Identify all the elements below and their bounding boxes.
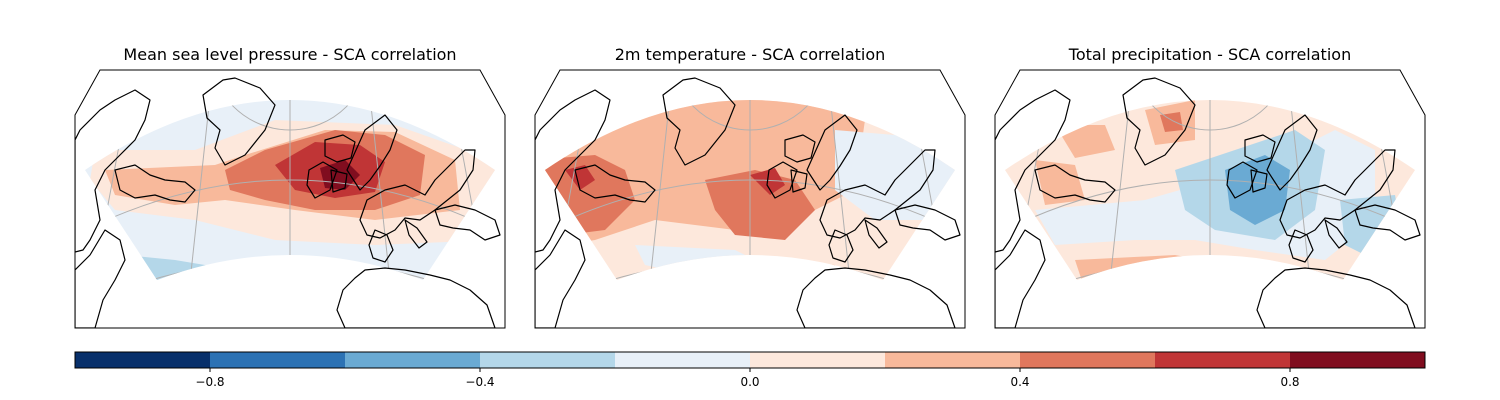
colorbar-tick-label: −0.4	[465, 375, 494, 389]
colorbar-tick-label: −0.8	[195, 375, 224, 389]
colorbar-segment	[1290, 352, 1426, 368]
colorbar-segment	[210, 352, 346, 368]
colorbar-segment	[750, 352, 886, 368]
panel-title-t2m: 2m temperature - SCA correlation	[614, 45, 886, 64]
map-frame-mslp	[74, 69, 506, 329]
colorbar-segment	[480, 352, 616, 368]
map-panel-mslp	[74, 69, 506, 329]
colorbar-segment	[615, 352, 751, 368]
colorbar-segment	[75, 352, 211, 368]
panel-title-mslp: Mean sea level pressure - SCA correlatio…	[123, 45, 457, 64]
map-frame-precip	[994, 69, 1426, 329]
colorbar-tick-label: 0.8	[1280, 375, 1299, 389]
colorbar-segment	[885, 352, 1021, 368]
colorbar-segment	[1155, 352, 1291, 368]
map-panel-precip	[994, 69, 1426, 329]
colorbar: −0.8 −0.4 0.0 0.4 0.8	[74, 351, 1426, 389]
colorbar-segment	[1020, 352, 1156, 368]
colorbar-segment	[345, 352, 481, 368]
map-frame-t2m	[534, 69, 966, 329]
colorbar-tick-label: 0.0	[740, 375, 759, 389]
panel-title-precip: Total precipitation - SCA correlation	[1068, 45, 1352, 64]
map-panel-t2m	[534, 69, 966, 329]
colorbar-tick-label: 0.4	[1010, 375, 1029, 389]
